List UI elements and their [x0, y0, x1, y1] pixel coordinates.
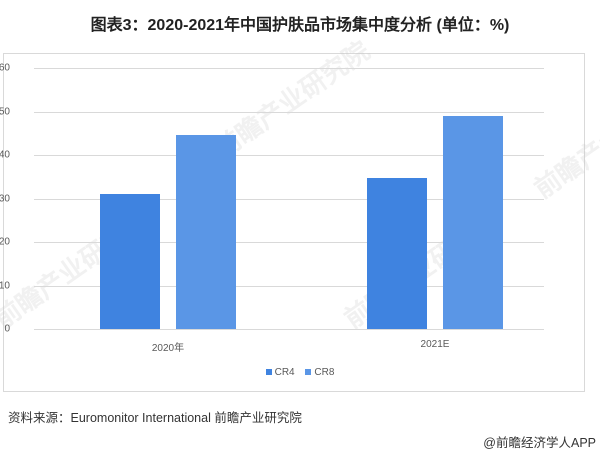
credit-note: @前瞻经济学人APP	[483, 436, 596, 450]
gridline	[34, 285, 544, 287]
gridline	[34, 329, 544, 330]
gridline	[34, 242, 544, 243]
y-tick-label: 0	[4, 323, 10, 335]
y-tick-label: 40	[0, 149, 10, 161]
legend-item-cr8: CR8	[305, 367, 334, 378]
legend-label-cr4: CR4	[274, 367, 295, 378]
y-tick-label: 20	[0, 236, 10, 248]
gridline	[34, 68, 544, 69]
y-tick-label: 60	[0, 62, 10, 74]
source-note: 资料来源：Euromonitor International 前瞻产业研究院	[8, 411, 302, 425]
legend: CR4 CR8	[0, 367, 600, 378]
bar-cr4-0	[100, 194, 160, 329]
x-label-2020: 2020年	[151, 343, 185, 354]
legend-swatch-cr8	[305, 369, 312, 376]
legend-label-cr8: CR8	[314, 367, 335, 378]
x-label-2021e: 2021E	[420, 339, 450, 350]
chart-frame	[3, 53, 585, 392]
y-tick-label: 30	[0, 193, 10, 204]
y-tick-label: 10	[0, 280, 10, 291]
legend-item-cr4: CR4	[265, 367, 295, 378]
y-tick-label: 50	[0, 106, 10, 117]
chart-title: 图表3：2020-2021年中国护肤品市场集中度分析 (单位：%)	[90, 17, 510, 34]
bar-cr4-1	[367, 178, 427, 329]
gridline	[34, 111, 544, 113]
plot-area	[34, 68, 544, 330]
gridline	[34, 198, 544, 200]
bar-cr8-0	[176, 135, 236, 329]
gridline	[34, 155, 544, 156]
legend-swatch-cr4	[265, 369, 272, 376]
bar-cr8-1	[443, 115, 503, 329]
